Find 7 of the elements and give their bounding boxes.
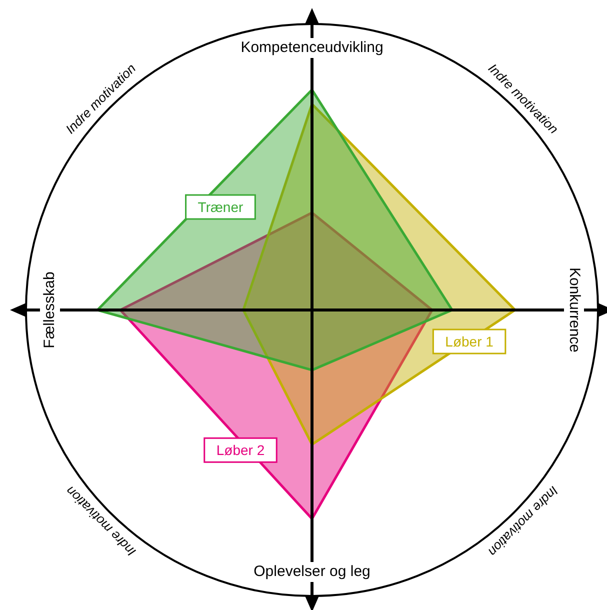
spoke-label: Konkurrence xyxy=(566,267,583,353)
spoke-label: Kompetenceudvikling xyxy=(240,39,384,56)
series-label: Løber 2 xyxy=(216,442,265,458)
spoke-label: Oplevelser og leg xyxy=(254,563,370,580)
spoke-label: Fællesskab xyxy=(41,272,58,348)
series-label: Træner xyxy=(198,198,244,215)
series-label: Løber 1 xyxy=(445,333,494,350)
